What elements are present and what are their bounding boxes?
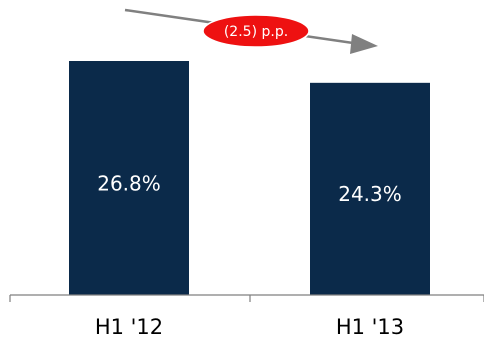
bar-value-label-2: 24.3% (338, 182, 402, 206)
bar-2 (310, 82, 430, 295)
change-badge-label: (2.5) p.p. (224, 24, 288, 40)
x-tick-label-1: H1 '12 (95, 315, 163, 339)
bar-1 (69, 61, 189, 295)
value-labels: 26.8% 24.3% (97, 172, 402, 206)
bar-value-label-1: 26.8% (97, 172, 161, 196)
x-axis: H1 '12 H1 '13 (9, 294, 484, 339)
change-arrow-head (350, 34, 378, 54)
change-annotation: (2.5) p.p. (124, 8, 378, 54)
bars (69, 61, 430, 295)
change-badge (202, 14, 310, 48)
x-tick-label-2: H1 '13 (336, 315, 404, 339)
